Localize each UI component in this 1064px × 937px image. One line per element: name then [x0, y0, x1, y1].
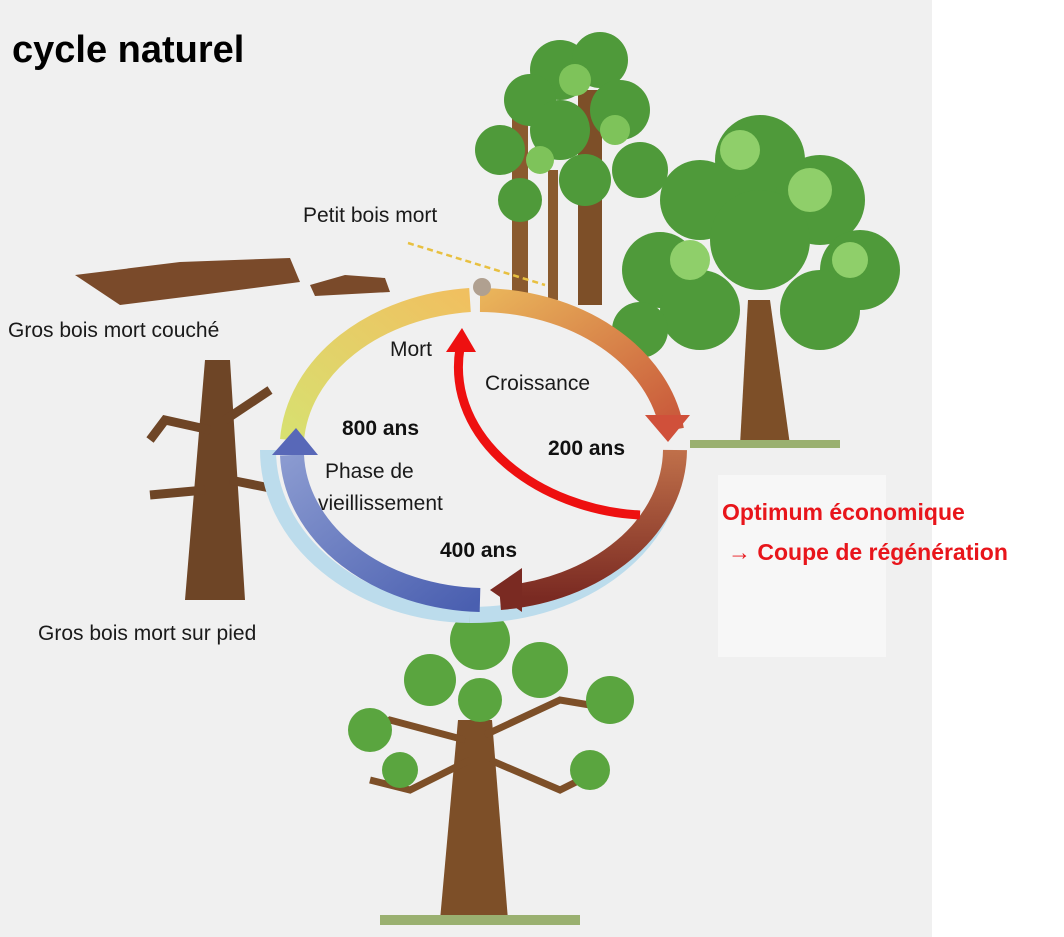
duration: 800 ans — [342, 417, 419, 440]
cycle-ring — [260, 288, 687, 624]
foliage — [222, 386, 273, 424]
bottom-tree — [348, 610, 634, 925]
annotation: → Coupe de régénération — [728, 539, 1008, 565]
foliage — [780, 270, 860, 350]
foliage — [600, 115, 630, 145]
arc — [479, 288, 684, 433]
foliage — [670, 240, 710, 280]
duration: 400 ans — [440, 539, 517, 562]
foliage — [586, 676, 634, 724]
foliage — [458, 678, 502, 722]
foliage — [450, 610, 510, 670]
pointer-line — [407, 241, 546, 287]
foliage — [530, 100, 590, 160]
arc — [280, 454, 481, 612]
label: Croissance — [485, 372, 590, 395]
sapling-seed — [473, 278, 491, 296]
foliage — [526, 64, 630, 174]
duration: 200 ans — [548, 437, 625, 460]
foliage — [310, 275, 390, 296]
margin — [932, 0, 1064, 937]
arrowhead — [490, 568, 522, 612]
title: cycle naturel — [12, 29, 244, 71]
foliage — [404, 654, 456, 706]
annotation-box — [718, 475, 886, 657]
label: Gros bois mort couché — [8, 319, 219, 342]
arrowhead — [645, 415, 690, 442]
outer-band — [260, 449, 471, 623]
foliage — [570, 750, 610, 790]
trunk — [548, 170, 558, 300]
label: Petit bois mort — [303, 204, 437, 227]
red-arrowhead — [446, 328, 476, 352]
arc — [280, 288, 471, 442]
foliage — [146, 414, 211, 443]
label: vieillissement — [318, 492, 443, 515]
foliage — [475, 125, 525, 175]
foliage — [348, 610, 634, 790]
foliage — [512, 642, 568, 698]
foliage — [612, 142, 668, 198]
foliage — [149, 485, 206, 500]
foliage — [788, 168, 832, 212]
ground — [380, 915, 580, 925]
foliage — [498, 178, 542, 222]
arc — [499, 449, 687, 610]
foliage — [75, 258, 300, 305]
fallen-logs — [75, 258, 390, 305]
foliage — [670, 130, 868, 280]
ground — [690, 440, 840, 448]
foliage — [559, 154, 611, 206]
foliage — [660, 270, 740, 350]
foliage — [348, 708, 392, 752]
arrowhead — [272, 428, 318, 455]
foliage — [559, 64, 591, 96]
label: Mort — [390, 338, 432, 361]
trunk — [740, 300, 790, 445]
foliage — [382, 752, 418, 788]
label: Phase de — [325, 460, 414, 483]
foliage — [832, 242, 868, 278]
label: Gros bois mort sur pied — [38, 622, 256, 645]
foliage — [369, 756, 472, 794]
red-arrow — [454, 347, 641, 520]
foliage — [720, 130, 760, 170]
annotation: Optimum économique — [722, 499, 965, 525]
foliage — [710, 190, 810, 290]
tall-trees — [475, 32, 668, 305]
foliage — [526, 146, 554, 174]
